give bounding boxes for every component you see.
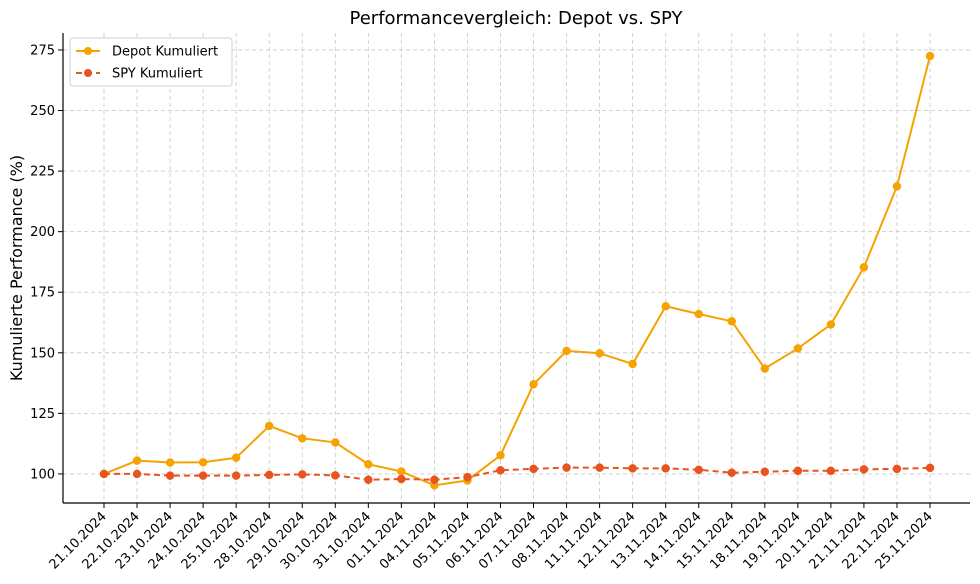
x-ticks: 21.10.202422.10.202423.10.202424.10.2024… [47, 503, 936, 572]
data-point [925, 463, 935, 473]
data-point [859, 263, 869, 272]
data-point [826, 320, 836, 329]
data-point [99, 469, 109, 479]
data-point [661, 302, 670, 311]
data-point [793, 344, 803, 353]
data-point [231, 453, 241, 462]
axes [62, 33, 970, 504]
y-tick-label: 175 [30, 286, 55, 301]
data-point [132, 456, 142, 465]
data-point [694, 465, 703, 475]
data-point [364, 459, 373, 469]
legend-box [69, 37, 233, 87]
data-point [496, 466, 505, 475]
data-point [198, 458, 208, 467]
data-point [331, 471, 340, 480]
data-point [760, 364, 770, 373]
data-point [231, 471, 241, 480]
data-point [198, 471, 208, 480]
grid [63, 33, 970, 503]
y-tick-label: 200 [30, 225, 55, 240]
y-axis-label: Kumulierte Performance (%) [7, 155, 26, 381]
chart-title: Performancevergleich: Depot vs. SPY [350, 8, 684, 29]
data-point [430, 475, 439, 484]
data-point [264, 421, 274, 431]
data-point [925, 51, 935, 61]
data-point [628, 464, 637, 473]
series-group [99, 51, 935, 490]
data-point [892, 182, 902, 191]
y-tick-label: 275 [30, 43, 55, 58]
data-point [297, 434, 307, 443]
legend-entry: Depot Kumuliert [76, 45, 218, 60]
data-point [595, 463, 604, 472]
data-point [496, 451, 505, 460]
data-point [727, 317, 737, 326]
data-point [264, 470, 274, 480]
legend-label: Depot Kumuliert [112, 45, 218, 60]
y-tick-label: 250 [30, 104, 55, 119]
data-point [397, 467, 406, 476]
data-point [397, 474, 406, 484]
legend-entry: SPY Kumuliert [76, 67, 203, 82]
data-point [529, 464, 538, 474]
legend-marker [84, 69, 92, 77]
series-line [104, 466, 931, 481]
data-point [132, 469, 142, 479]
legend-label: SPY Kumuliert [112, 67, 203, 82]
y-tick-label: 100 [30, 467, 55, 482]
series-depot [99, 51, 935, 490]
data-point [628, 359, 637, 369]
data-point [826, 466, 836, 476]
data-point [331, 438, 340, 447]
legend-marker [84, 47, 92, 55]
legend: Depot Kumuliert SPY Kumuliert [69, 37, 233, 87]
data-point [364, 475, 373, 484]
data-point [727, 468, 737, 477]
y-tick-label: 150 [30, 346, 55, 361]
data-point [760, 467, 770, 476]
data-point [793, 466, 803, 476]
y-tick-label: 125 [30, 407, 55, 422]
data-point [562, 346, 571, 356]
series-line [103, 55, 931, 487]
data-point [694, 309, 703, 319]
data-point [595, 349, 604, 358]
y-tick-label: 225 [30, 165, 55, 180]
data-point [562, 463, 571, 472]
data-point [165, 471, 175, 480]
data-point [297, 470, 307, 479]
y-ticks: 100 125 150 175 200 225 250 275 [30, 43, 63, 482]
data-point [529, 380, 538, 389]
data-point [661, 464, 670, 473]
data-point [892, 464, 902, 474]
data-point [463, 472, 472, 482]
series-spy [99, 463, 935, 484]
data-point [165, 458, 175, 467]
data-point [859, 465, 869, 474]
